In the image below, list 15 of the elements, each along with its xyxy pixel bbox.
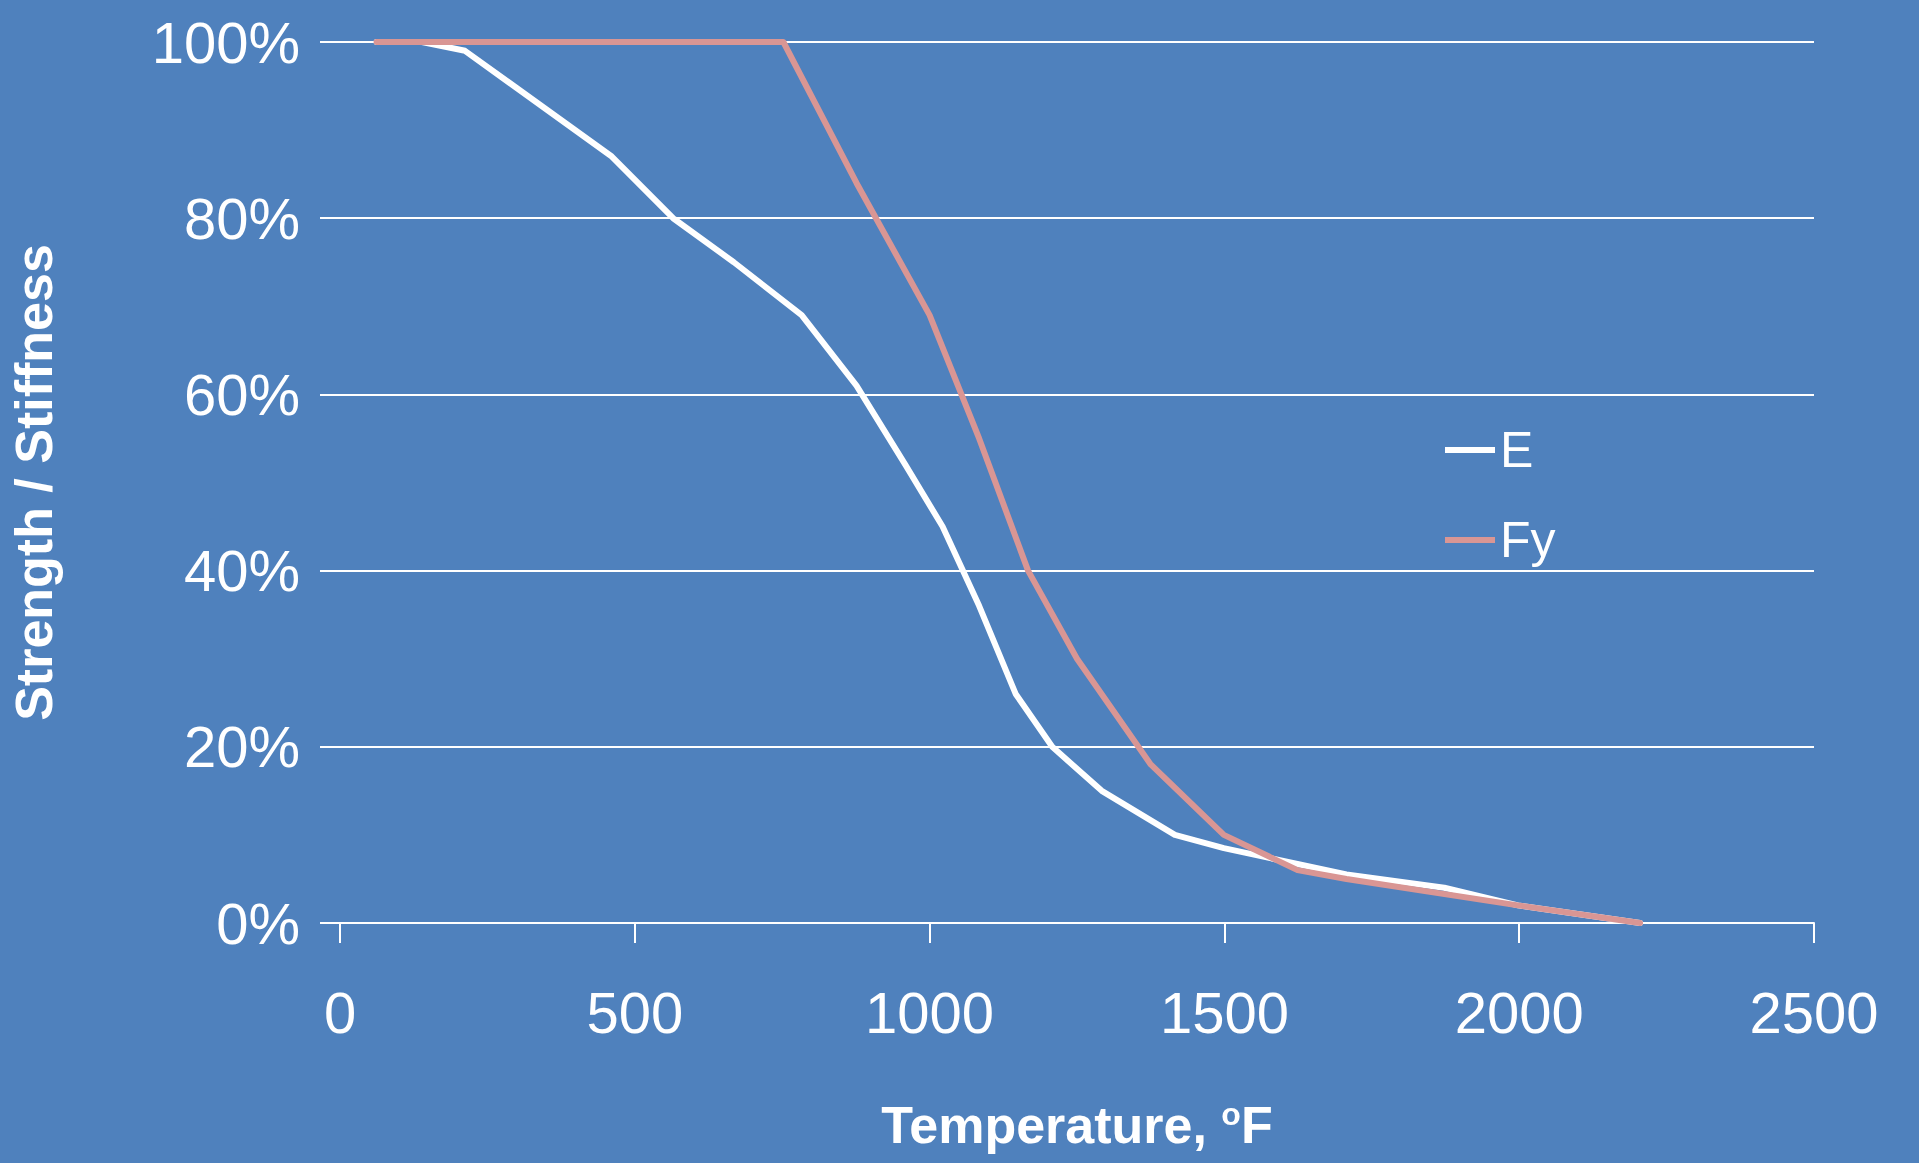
x-tick-label: 500 xyxy=(586,979,684,1045)
x-tick-label: 2000 xyxy=(1454,979,1584,1045)
x-tick-label: 2500 xyxy=(1749,979,1879,1045)
y-tick-label: 60% xyxy=(183,361,300,427)
y-tick-label: 20% xyxy=(183,714,300,780)
y-tick-label: 0% xyxy=(216,890,300,956)
x-tick-label: 0 xyxy=(323,979,357,1045)
x-tick-label: 1000 xyxy=(865,979,995,1045)
y-tick-label: 80% xyxy=(183,185,300,251)
y-axis-title: Strength / Stiffness xyxy=(5,244,63,721)
legend-label: Fy xyxy=(1500,512,1556,568)
y-tick-label: 40% xyxy=(183,538,300,604)
y-tick-label: 100% xyxy=(151,9,300,75)
x-tick-label: 1500 xyxy=(1159,979,1289,1045)
legend-label: E xyxy=(1500,422,1534,478)
